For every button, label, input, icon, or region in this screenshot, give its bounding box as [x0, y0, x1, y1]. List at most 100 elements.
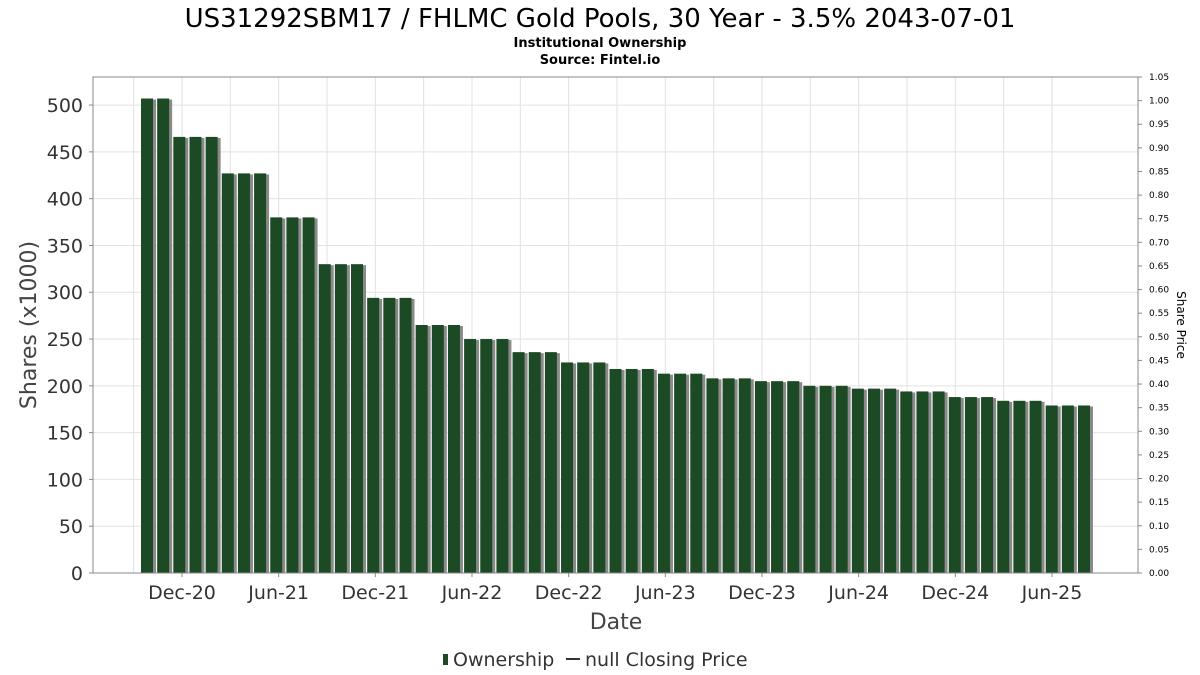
- bar: [318, 264, 331, 573]
- bar: [609, 368, 622, 573]
- bar: [1078, 405, 1090, 573]
- bar: [302, 217, 315, 573]
- bar: [981, 397, 994, 573]
- x-axis-label: Date: [590, 610, 643, 635]
- bar: [577, 362, 590, 573]
- y2-tick-label: 0.25: [1149, 451, 1169, 461]
- bar: [351, 264, 364, 573]
- bar: [205, 136, 218, 573]
- bar: [334, 264, 347, 573]
- y-tick-label: 150: [47, 423, 83, 445]
- bar: [254, 173, 267, 573]
- bar: [270, 217, 283, 573]
- bar: [415, 325, 428, 573]
- bar: [803, 385, 816, 573]
- bar: [173, 136, 186, 573]
- chart-subtitle-line-1: Institutional Ownership: [514, 36, 687, 51]
- bar: [286, 217, 299, 573]
- y2-tick-label: 0.30: [1149, 427, 1169, 437]
- bar: [835, 385, 848, 573]
- x-axis: Dec-20 Jun-21 Dec-21 Jun-22 Dec-22 Jun-23 Dec-…: [93, 572, 1138, 604]
- bar: [480, 339, 493, 573]
- bar: [738, 378, 751, 573]
- bar: [771, 381, 784, 573]
- y2-tick-label: 0.60: [1149, 286, 1169, 296]
- y-tick-label: 200: [47, 376, 83, 398]
- bar: [367, 297, 380, 573]
- x-tick-label: Dec-21: [341, 582, 409, 604]
- bar: [1029, 400, 1042, 573]
- y-tick-label: 50: [59, 516, 83, 538]
- bar: [496, 339, 509, 573]
- bar: [189, 136, 202, 573]
- bar: [706, 378, 719, 573]
- y2-tick-label: 0.40: [1149, 380, 1169, 390]
- bar: [399, 297, 412, 573]
- y2-tick-label: 0.75: [1149, 215, 1169, 225]
- y-tick-label: 250: [47, 329, 83, 351]
- legend: Ownership null Closing Price: [443, 649, 748, 671]
- y2-tick-label: 0.00: [1149, 569, 1169, 579]
- y-tick-label: 500: [47, 95, 83, 117]
- bar: [1045, 405, 1058, 573]
- y2-tick-label: 1.00: [1149, 97, 1169, 107]
- x-tick-label: Dec-22: [535, 582, 603, 604]
- y2-tick-label: 0.95: [1149, 120, 1169, 130]
- y2-axis: 0.00 0.05 0.10 0.15 0.20 0.25 0.30 0.35 0.40 0.45…: [1138, 73, 1169, 579]
- bar: [593, 362, 606, 573]
- bar: [1013, 400, 1026, 573]
- bar: [464, 339, 477, 573]
- bar: [221, 173, 234, 573]
- y-tick-label: 350: [47, 235, 83, 257]
- y2-tick-label: 0.20: [1149, 475, 1169, 485]
- bar: [237, 173, 250, 573]
- bars: [141, 98, 1093, 573]
- x-tick-label: Jun-24: [827, 582, 889, 604]
- bar: [932, 391, 945, 573]
- bar: [157, 98, 170, 573]
- bar: [141, 98, 153, 573]
- chart-subtitle-line-2: Source: Fintel.io: [540, 53, 661, 68]
- bar: [787, 381, 800, 573]
- y-tick-label: 0: [71, 563, 83, 585]
- bar: [997, 400, 1010, 573]
- bar: [383, 297, 396, 573]
- y-tick-label: 400: [47, 189, 83, 211]
- y2-tick-label: 0.55: [1149, 309, 1169, 319]
- legend-ownership-marker: [443, 654, 448, 665]
- bar: [964, 397, 977, 573]
- x-tick-label: Jun-25: [1021, 582, 1083, 604]
- bar: [867, 388, 880, 573]
- bar: [544, 352, 557, 573]
- y2-tick-label: 0.65: [1149, 262, 1169, 272]
- x-tick-label: Jun-23: [634, 582, 696, 604]
- bar: [916, 391, 929, 573]
- y2-tick-label: 0.70: [1149, 238, 1169, 248]
- bar: [754, 381, 767, 573]
- y2-tick-label: 0.50: [1149, 333, 1169, 343]
- y2-tick-label: 0.85: [1149, 167, 1169, 177]
- x-tick-label: Dec-23: [728, 582, 796, 604]
- bar: [447, 325, 460, 573]
- chart-title: US31292SBM17 / FHLMC Gold Pools, 30 Year…: [185, 4, 1016, 34]
- legend-ownership-label: Ownership: [453, 649, 554, 671]
- y-axis: 0 50 100 150 200 250 300 350 400 450 500: [47, 95, 93, 585]
- x-tick-label: Dec-24: [921, 582, 989, 604]
- y-axis-label: Shares (x1000): [17, 241, 42, 409]
- bar: [528, 352, 541, 573]
- bar: [690, 373, 703, 573]
- x-tick-label: Jun-22: [441, 582, 503, 604]
- y-tick-label: 300: [47, 282, 83, 304]
- bar: [819, 385, 832, 573]
- y2-tick-label: 1.05: [1149, 73, 1169, 83]
- y2-tick-label: 0.05: [1149, 545, 1169, 555]
- y2-tick-label: 0.90: [1149, 144, 1169, 154]
- bar: [900, 391, 913, 573]
- bar: [851, 388, 864, 573]
- legend-closing-price-label: null Closing Price: [585, 649, 748, 671]
- x-tick-label: Jun-21: [247, 582, 309, 604]
- bar: [512, 352, 525, 573]
- y2-axis-label: Share Price: [1174, 291, 1188, 359]
- y2-tick-label: 0.15: [1149, 498, 1169, 508]
